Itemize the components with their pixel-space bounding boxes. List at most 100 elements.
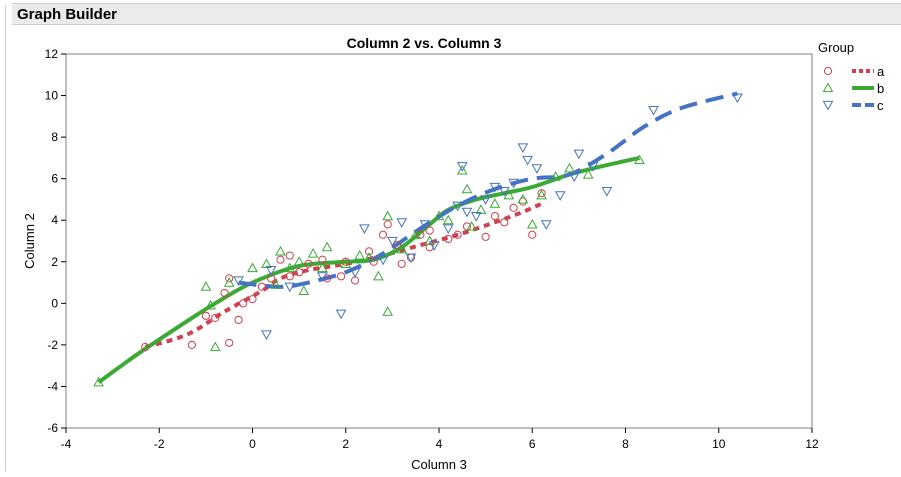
point-series-a [257,282,266,291]
point-series-a [141,342,150,352]
point-series-c [508,178,519,189]
point-series-a [444,234,453,244]
legend-label-b: b [877,81,884,96]
point-series-b [275,245,286,256]
point-series-a [220,288,229,298]
point-series-a [528,230,537,239]
point-series-c [540,220,552,230]
point-series-a [537,189,546,198]
x-axis: -4 -2 0 2 4 6 8 10 12 [61,428,819,451]
point-series-c [317,272,328,282]
point-series-b [261,258,272,268]
legend-marker-c [822,100,834,111]
point-series-a [369,257,378,266]
point-series-b [526,218,538,229]
graph-builder-header[interactable]: Graph Builder [12,3,901,25]
point-series-c [732,93,743,104]
point-series-b [340,258,352,268]
point-series-c [554,191,566,201]
point-series-b [321,241,333,252]
point-series-c [601,187,613,197]
point-series-c [377,255,389,266]
point-series-b [307,247,319,258]
point-series-a [341,257,350,266]
point-series-b [247,262,258,273]
point-series-c [359,224,370,235]
point-series-a [285,272,294,281]
y-tick-label: 2 [51,255,58,269]
point-series-b [433,210,445,221]
plot-frame [65,53,813,429]
point-series-b [284,262,296,273]
point-series-b [317,262,328,273]
point-series-c [349,268,361,278]
y-tick-label: -4 [47,379,58,393]
point-series-b [93,376,104,387]
point-series-b [270,279,282,289]
point-series-c [419,220,431,230]
window-left-rule [5,5,6,471]
point-series-b [223,277,235,287]
data-points [93,93,743,387]
point-series-a [490,211,500,221]
point-series-c [233,276,244,287]
point-series-a [397,259,406,268]
point-series-a [225,274,234,283]
point-series-c [461,207,473,218]
point-series-a [201,311,210,320]
point-series-c [428,241,440,251]
point-series-b [363,252,375,262]
point-series-c [335,309,347,320]
point-series-c [573,149,585,160]
x-tick-label: 4 [436,437,443,451]
x-tick-label: 10 [712,437,726,451]
legend[interactable]: Group abc [818,40,885,113]
point-series-c [517,143,529,154]
point-series-b [461,183,473,194]
fit-line-a [144,201,543,349]
y-tick-label: 12 [45,47,59,61]
point-series-b [456,164,468,175]
point-series-c [587,162,599,172]
x-tick-label: -4 [61,437,72,451]
point-series-a [285,251,294,260]
point-series-a [481,232,490,241]
point-series-a [276,255,285,264]
point-series-a [304,259,313,268]
point-series-b [373,270,384,281]
point-series-b [382,210,394,221]
point-series-a [295,268,304,277]
legend-label-c: c [877,98,884,113]
point-series-c [396,218,408,228]
point-series-b [209,341,221,352]
point-series-b [442,214,454,225]
point-series-a [336,272,346,281]
x-tick-label: 6 [529,437,536,451]
point-series-a [225,338,234,347]
point-series-b [396,243,408,254]
y-tick-label: 10 [45,89,59,103]
point-series-b [582,168,594,179]
point-series-b [489,198,501,208]
x-axis-title: Column 3 [411,457,467,472]
point-series-b [475,204,487,214]
point-series-b [424,235,436,246]
y-axis-title: Column 2 [22,213,37,269]
point-series-a [350,276,360,285]
point-series-b [205,299,216,310]
point-series-a [187,340,196,349]
point-series-b [382,306,394,316]
point-series-b [354,249,366,260]
point-series-c [284,282,296,293]
y-axis: -6 -4 -2 0 2 4 6 8 10 12 [45,47,66,435]
y-tick-label: 6 [51,172,58,186]
point-series-a [248,295,257,304]
x-tick-label: 0 [249,437,256,451]
y-tick-label: 8 [51,130,58,144]
chart-title: Column 2 vs. Column 3 [347,35,502,51]
point-series-b [410,229,422,239]
x-tick-label: 2 [342,437,349,451]
point-series-b [564,162,575,173]
point-series-c [648,106,659,116]
